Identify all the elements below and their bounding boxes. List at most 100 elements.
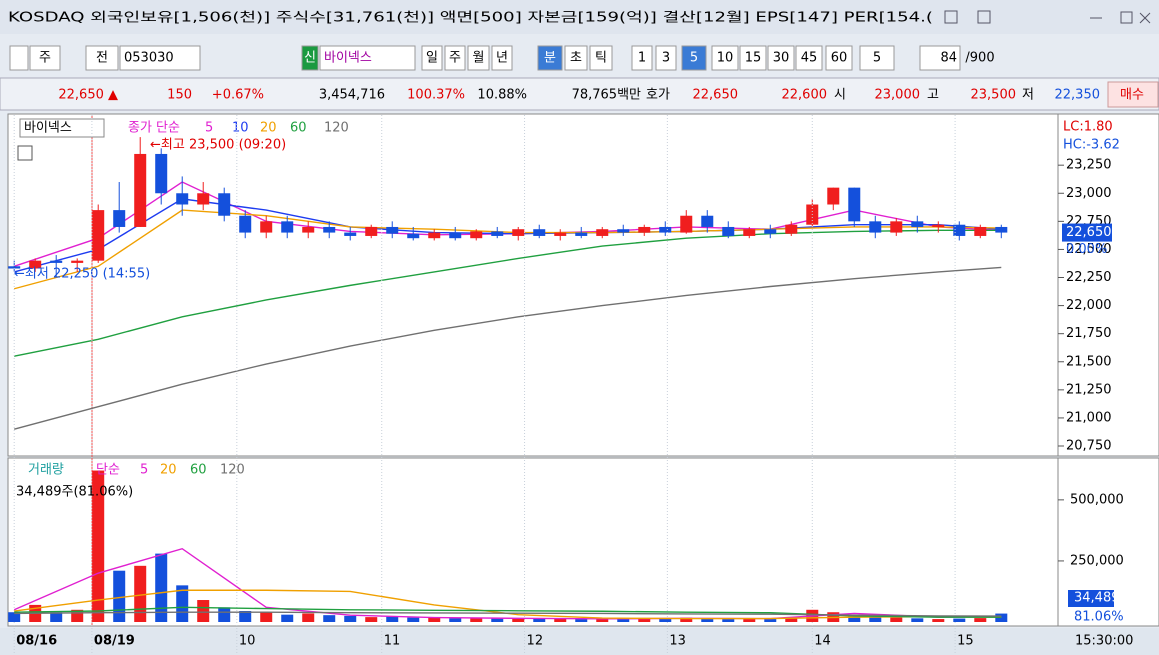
toolbar-label[interactable]: 45 bbox=[801, 51, 818, 66]
candle-body bbox=[491, 231, 504, 236]
y-tick-label: 21,250 bbox=[1066, 382, 1112, 397]
candle-body bbox=[281, 221, 294, 233]
toolbar-button[interactable] bbox=[85, 45, 119, 71]
toolbar-button[interactable] bbox=[589, 45, 613, 71]
quote-field: 23,000 bbox=[875, 88, 921, 103]
toolbar-button[interactable] bbox=[444, 45, 466, 71]
toolbar-button[interactable] bbox=[825, 45, 853, 71]
toolbar-label[interactable]: 일 bbox=[426, 51, 438, 66]
volume-bar bbox=[680, 617, 693, 622]
toolbar-button[interactable] bbox=[859, 45, 895, 71]
volume-bar bbox=[659, 618, 672, 622]
candle-body bbox=[764, 229, 777, 234]
toolbar-label[interactable]: 15 bbox=[745, 51, 762, 66]
quote-field: 22,650 ▲ bbox=[58, 88, 118, 103]
y-tick-label: 23,250 bbox=[1066, 158, 1112, 173]
toolbar-button[interactable] bbox=[421, 45, 443, 71]
toolbar-label[interactable]: 3 bbox=[662, 51, 670, 66]
toolbar-label[interactable]: 84 bbox=[940, 51, 957, 66]
toolbar-button[interactable] bbox=[491, 45, 513, 71]
candle-body bbox=[407, 233, 420, 239]
volume-tag bbox=[1068, 590, 1114, 607]
toolbar-label[interactable]: 바이넥스 bbox=[324, 51, 372, 66]
toolbar-button[interactable] bbox=[564, 45, 588, 71]
volume-bar bbox=[323, 615, 336, 622]
x-tick-label: 08/19 bbox=[94, 634, 135, 649]
toolbar-button[interactable] bbox=[739, 45, 767, 71]
toolbar-label[interactable]: 5 bbox=[873, 51, 881, 66]
toolbar-label[interactable]: 년 bbox=[496, 51, 508, 66]
legend-entry: 60 bbox=[190, 463, 207, 478]
candle-body bbox=[29, 260, 42, 269]
toolbar-label[interactable]: 30 bbox=[773, 51, 790, 66]
y-tick-label: 22,250 bbox=[1066, 270, 1112, 285]
toolbar-label[interactable]: 1 bbox=[638, 51, 646, 66]
volume-bar bbox=[470, 617, 483, 622]
toolbar-button[interactable] bbox=[631, 45, 653, 71]
candle-body bbox=[512, 229, 525, 236]
buy-button[interactable] bbox=[1107, 81, 1159, 108]
toolbar-button[interactable] bbox=[681, 45, 707, 71]
toolbar-button[interactable] bbox=[767, 45, 795, 71]
toolbar-button[interactable] bbox=[319, 45, 416, 71]
toolbar-button[interactable] bbox=[119, 45, 201, 71]
table-icon[interactable] bbox=[17, 145, 33, 161]
y-tick-label: 21,000 bbox=[1066, 410, 1112, 425]
chart-title: 거래량 bbox=[28, 463, 64, 478]
toolbar-label[interactable]: 053030 bbox=[124, 51, 174, 66]
lc-label: LC:1.80 bbox=[1063, 120, 1113, 135]
volume-bar bbox=[113, 570, 126, 622]
volume-bar bbox=[554, 618, 567, 622]
toolbar-label[interactable]: 주 bbox=[449, 51, 461, 66]
volume-bar bbox=[344, 615, 357, 622]
toolbar-label[interactable]: 10 bbox=[717, 51, 734, 66]
candle-body bbox=[113, 210, 126, 227]
volume-info: 34,489주(81.06%) bbox=[16, 485, 133, 500]
candle-body bbox=[638, 226, 651, 233]
candle-body bbox=[911, 221, 924, 227]
candle-body bbox=[743, 229, 756, 236]
toolbar-label[interactable]: 월 bbox=[473, 51, 485, 66]
quote-field: 22,600 bbox=[782, 88, 828, 103]
candle-body bbox=[134, 153, 147, 227]
x-tick-label: 11 bbox=[384, 634, 401, 649]
toolbar-button[interactable] bbox=[537, 45, 563, 71]
volume-bar bbox=[428, 617, 441, 622]
toolbar-label[interactable]: 전 bbox=[96, 51, 108, 66]
legend-entry: 120 bbox=[324, 121, 349, 136]
price-panel bbox=[7, 113, 1059, 457]
time-label: 15:30:00 bbox=[1075, 634, 1133, 649]
menu-button[interactable] bbox=[9, 45, 29, 71]
title-box bbox=[19, 118, 105, 138]
quote-field: 호가 bbox=[646, 88, 670, 103]
title-bar bbox=[0, 0, 1159, 34]
legend-label: 단순 bbox=[96, 463, 120, 478]
volume-bar bbox=[512, 618, 525, 622]
price-tag-label: 22,650 bbox=[1066, 225, 1112, 240]
toolbar-button[interactable] bbox=[711, 45, 739, 71]
toolbar-label[interactable]: 초 bbox=[570, 51, 582, 66]
toolbar-label[interactable]: 5 bbox=[690, 51, 698, 66]
toolbar-button[interactable] bbox=[29, 45, 61, 71]
toolbar-label[interactable]: 틱 bbox=[595, 51, 607, 66]
candle-body bbox=[785, 224, 798, 234]
legend-entry: 20 bbox=[260, 121, 277, 136]
volume-bar bbox=[533, 618, 546, 622]
toolbar-button[interactable] bbox=[467, 45, 490, 71]
toolbar-label[interactable]: 신 bbox=[304, 51, 316, 66]
toolbar-button[interactable] bbox=[919, 45, 961, 71]
quote-field[interactable]: 매수 bbox=[1120, 88, 1144, 103]
candle-body bbox=[617, 229, 630, 233]
toolbar-button[interactable] bbox=[655, 45, 677, 71]
toolbar-button[interactable] bbox=[301, 45, 319, 71]
candle-body bbox=[176, 193, 189, 205]
legend-entry: 10 bbox=[232, 121, 249, 136]
toolbar-label[interactable]: 분 bbox=[544, 51, 556, 66]
quote-field: +0.67% bbox=[212, 88, 264, 103]
toolbar-label[interactable]: /900 bbox=[965, 51, 994, 66]
toolbar-label[interactable]: 60 bbox=[831, 51, 848, 66]
toolbar-label[interactable]: 주 bbox=[39, 51, 51, 66]
toolbar-button[interactable] bbox=[795, 45, 823, 71]
candle-body bbox=[659, 226, 672, 233]
candle-body bbox=[680, 215, 693, 233]
